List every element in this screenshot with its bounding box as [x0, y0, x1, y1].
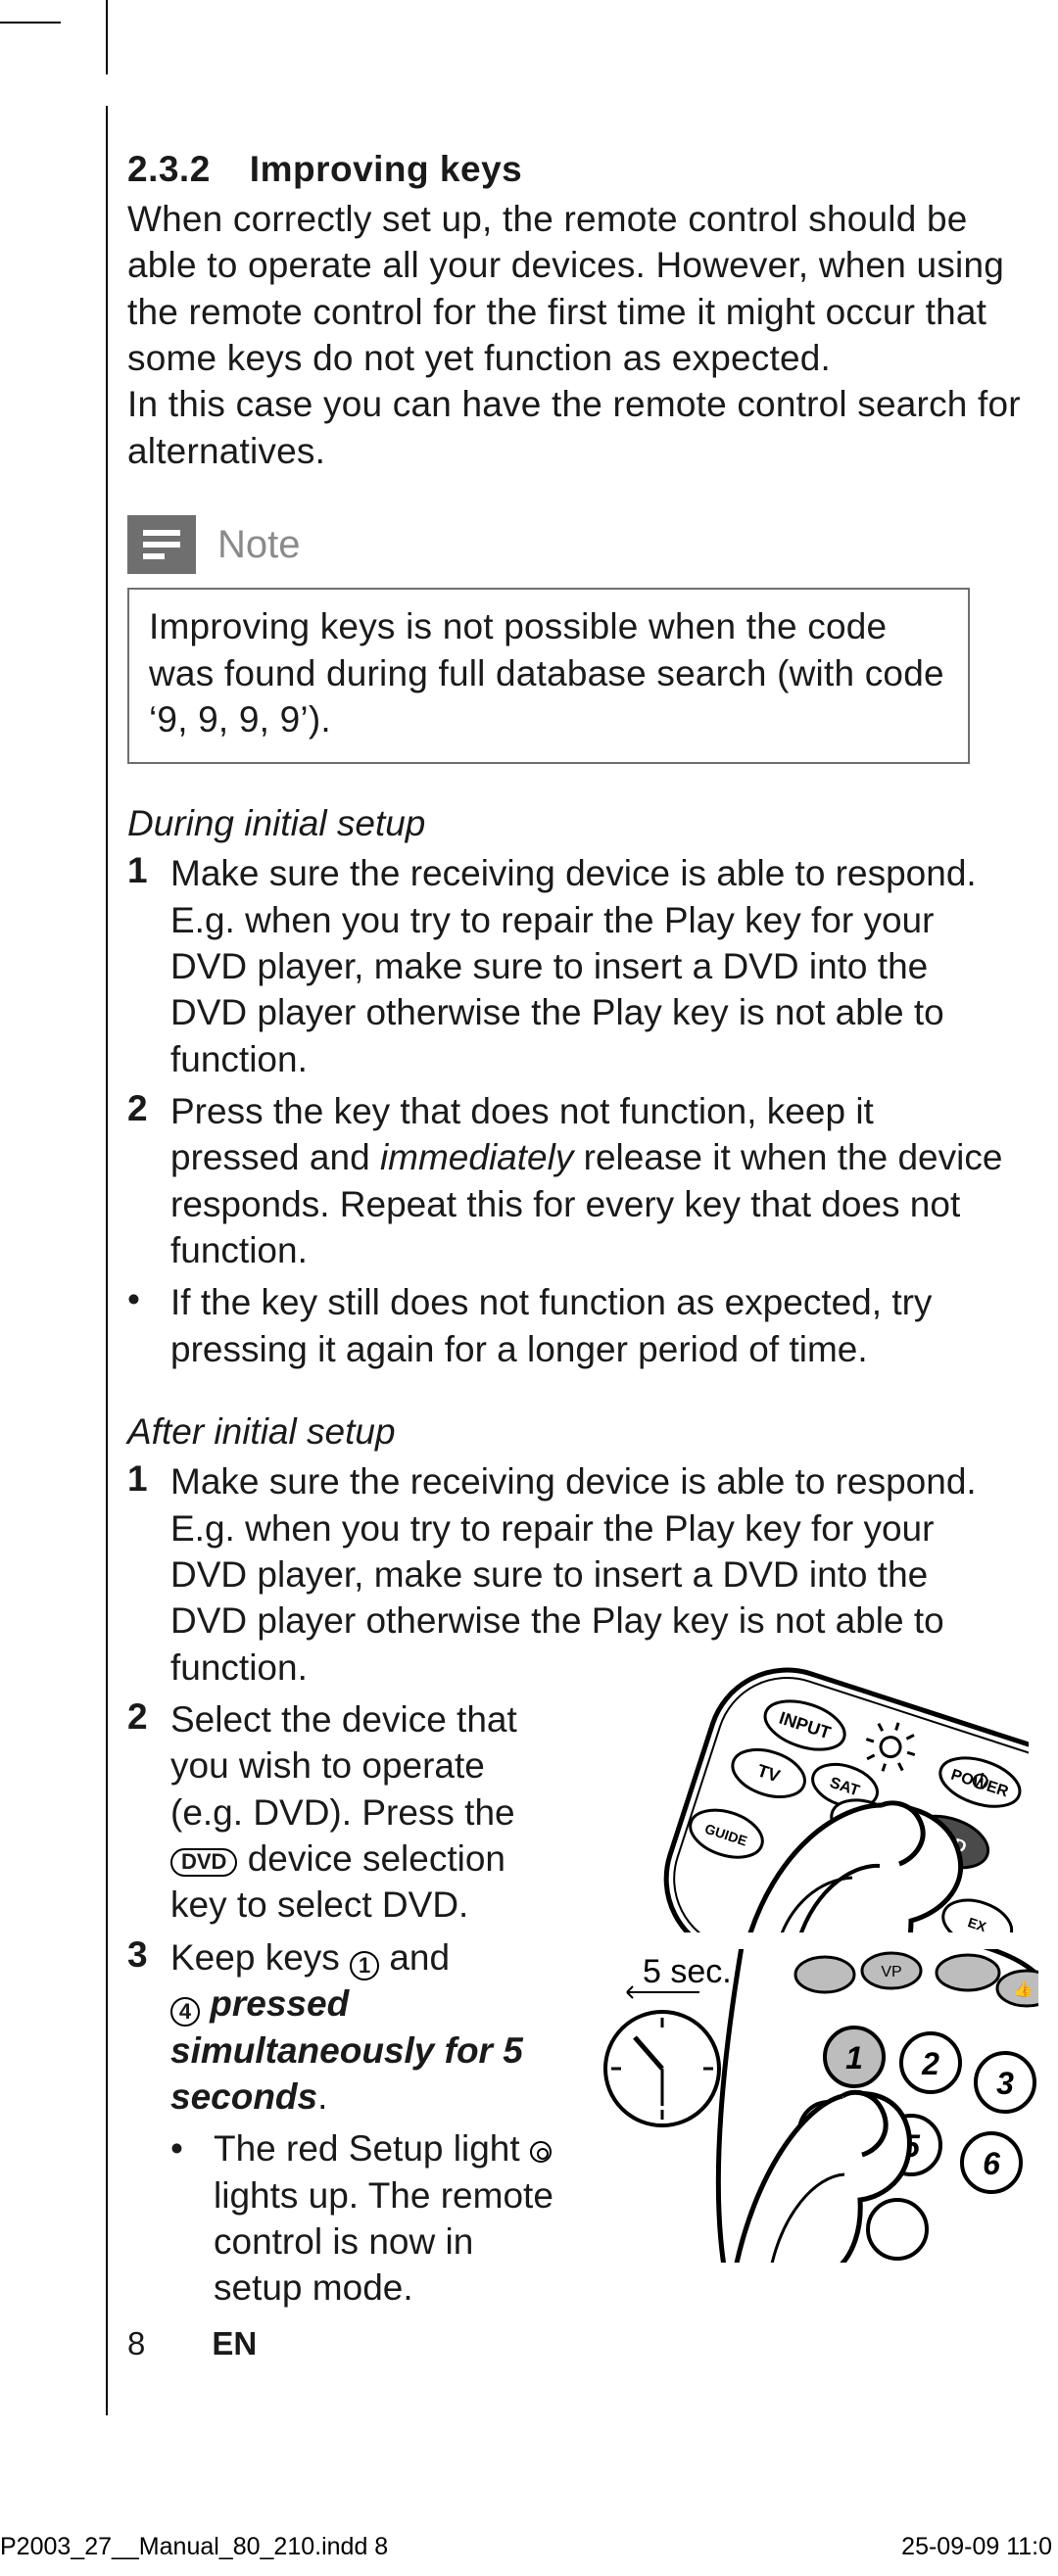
text-fragment: Select the device that you wish to opera…	[170, 1699, 517, 1833]
list-marker: 2	[127, 1088, 170, 1273]
list-text: If the key still does not function as ex…	[170, 1279, 1009, 1372]
subhead-during: During initial setup	[127, 803, 1031, 844]
key-4-icon: 4	[170, 1997, 200, 2027]
list-marker: 3	[127, 1934, 170, 2312]
list-text: Select the device that you wish to opera…	[170, 1696, 560, 1929]
svg-text:👍: 👍	[1013, 1980, 1033, 1998]
emphasis-strong: pressed simultaneously for 5 seconds	[170, 1983, 523, 2117]
crop-mark-top	[0, 22, 61, 24]
list-marker: 1	[127, 1458, 170, 1691]
text-fragment: .	[317, 2076, 327, 2117]
list-item: • If the key still does not function as …	[127, 1279, 1009, 1372]
text-fragment: and	[379, 1937, 450, 1978]
imprint-left: P2003_27__Manual_80_210.indd 8	[0, 2533, 388, 2561]
list-item: 1 Make sure the receiving device is able…	[127, 850, 1009, 1082]
list-marker-bullet: •	[127, 1279, 170, 1372]
list-text: Keep keys 1 and 4 pressed simultaneously…	[170, 1934, 560, 2312]
svg-text:1: 1	[845, 2040, 863, 2075]
list-text: Press the key that does not function, ke…	[170, 1088, 1009, 1273]
imprint-line: P2003_27__Manual_80_210.indd 8 25-09-09 …	[0, 2533, 1058, 2561]
setup-light-icon	[530, 2141, 552, 2163]
page-language: EN	[212, 2325, 257, 2361]
imprint-right: 25-09-09 11:0	[901, 2533, 1052, 2561]
svg-text:2: 2	[921, 2046, 939, 2081]
svg-text:5 sec.: 5 sec.	[643, 1953, 732, 1990]
crop-mark-left	[106, 0, 108, 74]
note-block: Note Improving keys is not possible when…	[127, 515, 1031, 764]
svg-text:6: 6	[983, 2146, 1000, 2181]
note-box: Improving keys is not possible when the …	[127, 588, 970, 764]
list-text: Make sure the receiving device is able t…	[170, 1458, 1009, 1691]
note-icon	[127, 515, 196, 574]
section-title-text: Improving keys	[250, 149, 522, 189]
bullet-text: The red Setup light lights up. The remot…	[214, 2125, 560, 2311]
emphasis: immediately	[380, 1137, 573, 1177]
list-marker: 2	[127, 1696, 170, 1929]
illustration-hold-5sec: 5 sec. VP 👍 1 2 3 4 5 6	[598, 1949, 1038, 2263]
svg-text:3: 3	[996, 2066, 1014, 2101]
nested-bullet: • The red Setup light lights up. The rem…	[170, 2125, 560, 2311]
illustration-select-dvd: INPUT POWER TV SAT CBL	[568, 1658, 1029, 1932]
page-number: 8	[127, 2325, 145, 2361]
section-intro: When correctly set up, the remote contro…	[127, 196, 1031, 474]
note-header: Note	[127, 515, 1031, 574]
section-heading: 2.3.2 Improving keys	[127, 149, 1031, 190]
text-fragment: Keep keys	[170, 1937, 350, 1978]
list-text: Make sure the receiving device is able t…	[170, 850, 1009, 1082]
list-item: 1 Make sure the receiving device is able…	[127, 1458, 1009, 1691]
text-fragment: The red Setup light	[214, 2128, 530, 2169]
list-during: 1 Make sure the receiving device is able…	[127, 850, 1009, 1372]
bullet-marker: •	[170, 2125, 214, 2311]
list-item: 2 Press the key that does not function, …	[127, 1088, 1009, 1273]
text-fragment: lights up. The remote control is now in …	[214, 2175, 553, 2309]
section-number: 2.3.2	[127, 149, 211, 190]
dvd-key-icon: DVD	[170, 1848, 237, 1877]
key-1-icon: 1	[350, 1951, 379, 1980]
subhead-after: After initial setup	[127, 1411, 1031, 1453]
note-label: Note	[217, 523, 301, 567]
list-marker: 1	[127, 850, 170, 1082]
left-margin-rule	[106, 106, 108, 2415]
page-footer: 8 EN	[127, 2325, 257, 2362]
svg-text:VP: VP	[881, 1964, 901, 1980]
